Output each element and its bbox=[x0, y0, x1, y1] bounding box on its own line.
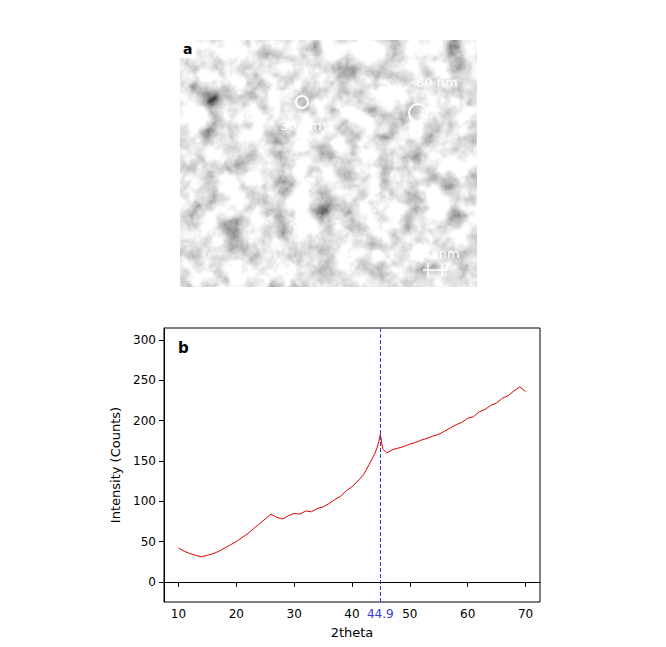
svg-text:a: a bbox=[183, 41, 192, 57]
svg-text:30: 30 bbox=[287, 607, 302, 621]
svg-text:50 nm: 50 nm bbox=[418, 246, 460, 261]
svg-text:2theta: 2theta bbox=[331, 625, 374, 640]
svg-text:300: 300 bbox=[133, 333, 156, 347]
svg-text:30 nm: 30 nm bbox=[280, 118, 322, 133]
svg-text:44.9: 44.9 bbox=[367, 607, 394, 621]
svg-text:150: 150 bbox=[133, 454, 156, 468]
svg-text:10: 10 bbox=[171, 607, 186, 621]
svg-text:70: 70 bbox=[518, 607, 533, 621]
svg-text:60: 60 bbox=[460, 607, 475, 621]
svg-text:200: 200 bbox=[133, 414, 156, 428]
svg-text:250: 250 bbox=[133, 373, 156, 387]
svg-text:50: 50 bbox=[141, 535, 156, 549]
svg-text:100: 100 bbox=[133, 494, 156, 508]
svg-text:b: b bbox=[178, 339, 189, 357]
svg-text:40: 40 bbox=[344, 607, 359, 621]
svg-text:0: 0 bbox=[148, 575, 156, 589]
svg-text:Intensity (Counts): Intensity (Counts) bbox=[108, 407, 123, 523]
svg-text:50: 50 bbox=[402, 607, 417, 621]
svg-text:20: 20 bbox=[229, 607, 244, 621]
svg-text:60 nm: 60 nm bbox=[416, 75, 458, 90]
